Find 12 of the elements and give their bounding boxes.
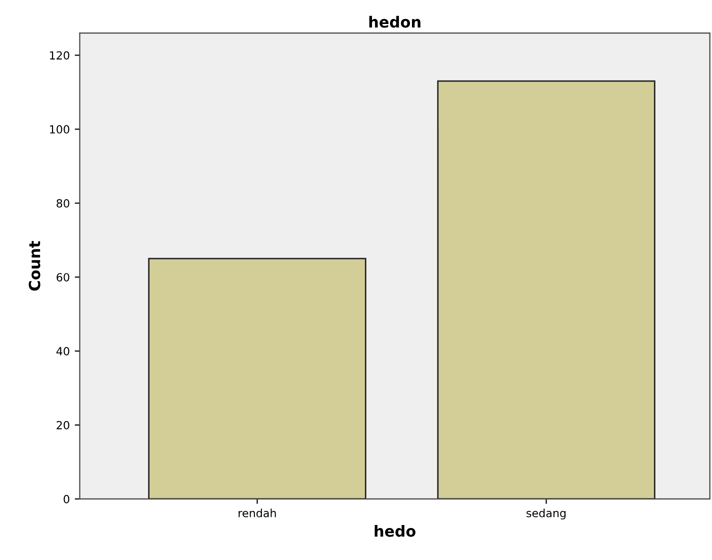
x-axis-title: hedo xyxy=(374,524,416,537)
y-tick-label: 100 xyxy=(50,125,70,134)
y-tick-label: 0 xyxy=(64,494,70,504)
x-tick-label: sedang xyxy=(526,508,566,520)
y-tick-label: 80 xyxy=(56,199,70,208)
x-tick-label: rendah xyxy=(238,508,276,518)
chart-title: hedon xyxy=(369,16,420,28)
y-axis-title: Count xyxy=(28,240,40,291)
y-tick-label: 60 xyxy=(56,273,70,282)
y-tick-label: 120 xyxy=(50,51,70,60)
y-tick-label: 40 xyxy=(56,347,70,356)
y-tick-label: 20 xyxy=(56,420,70,430)
